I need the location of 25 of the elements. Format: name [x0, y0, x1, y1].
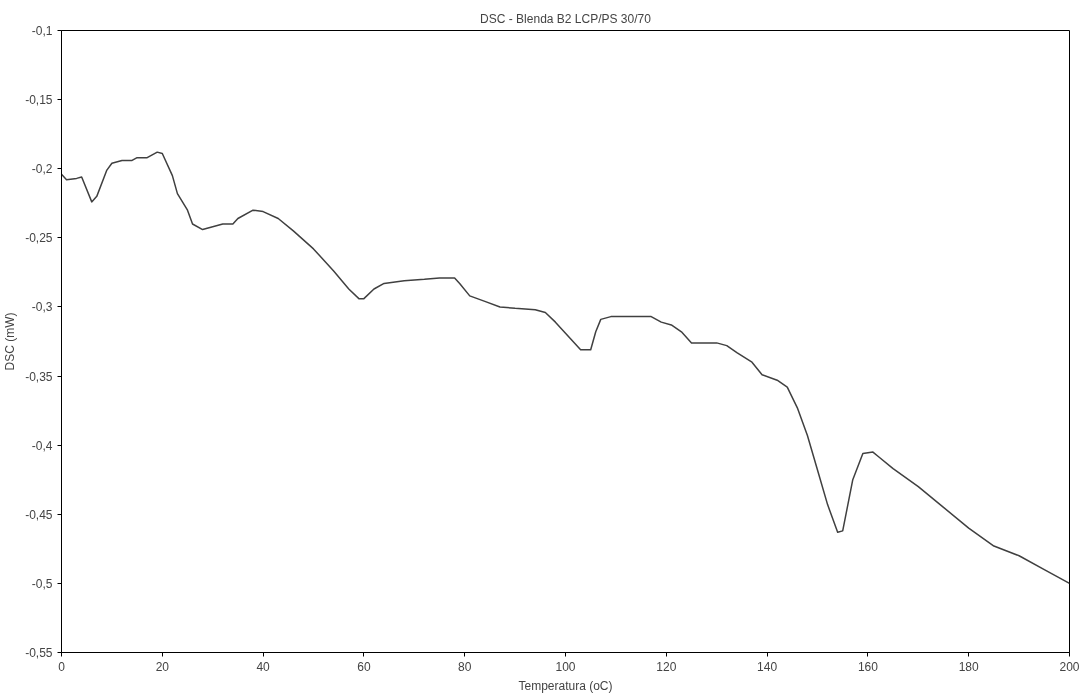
chart-title: DSC - Blenda B2 LCP/PS 30/70 — [480, 11, 652, 26]
y-tick-label: -0,3 — [31, 300, 53, 315]
y-axis-title: DSC (mW) — [3, 312, 18, 371]
y-tick-label: -0,55 — [25, 646, 53, 660]
x-tick-label: 200 — [1059, 659, 1080, 674]
x-tick-label: 180 — [958, 659, 980, 674]
y-tick-label: -0,25 — [25, 231, 53, 246]
y-tick-label: -0,4 — [31, 438, 53, 453]
x-tick-label: 60 — [357, 659, 371, 674]
x-tick-label: 160 — [857, 659, 879, 674]
x-tick-label: 140 — [757, 659, 778, 674]
x-tick-label: 120 — [656, 659, 677, 674]
y-tick-label: -0,15 — [25, 93, 53, 108]
x-tick-label: 40 — [256, 659, 271, 674]
x-tick-label: 0 — [58, 659, 66, 674]
y-tick-label: -0,1 — [31, 24, 53, 38]
x-axis-title: Temperatura (oC) — [518, 678, 613, 693]
line-series — [61, 151, 1070, 585]
x-tick-label: 20 — [155, 659, 170, 674]
x-tick-label: 80 — [458, 659, 472, 674]
x-tick-label: 100 — [555, 659, 576, 674]
y-tick-label: -0,35 — [25, 369, 53, 384]
y-tick-label: -0,5 — [31, 576, 53, 591]
y-tick-label: -0,45 — [25, 507, 53, 522]
y-tick-label: -0,2 — [31, 162, 53, 177]
